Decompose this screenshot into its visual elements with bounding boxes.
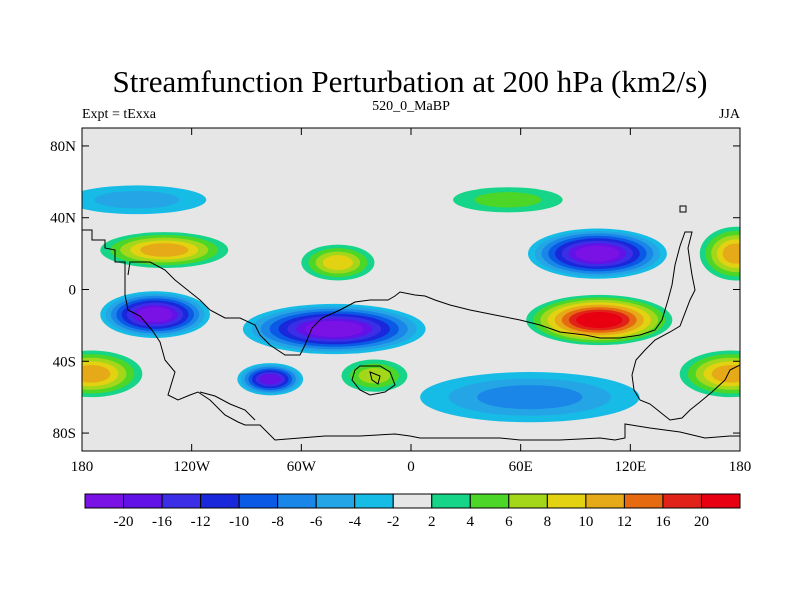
y-tick-label: 40S: [53, 354, 76, 370]
colorbar-label: -16: [152, 514, 172, 530]
anomaly-positive-9: [679, 350, 740, 398]
contour-level: [94, 191, 180, 209]
contour-level: [358, 367, 391, 384]
anomaly-negative-3: [527, 228, 667, 279]
anomaly-positive-11: [301, 244, 375, 281]
anomaly-positive-7: [100, 232, 229, 268]
colorbar-swatch: [123, 493, 163, 509]
center-string: 520_0_MaBP: [372, 99, 450, 114]
colorbar-swatch: [84, 493, 125, 509]
anomaly-positive-13: [453, 187, 563, 213]
colorbar-swatch: [392, 493, 433, 509]
anomaly-positive-12: [341, 359, 408, 392]
colorbar-swatch: [315, 493, 356, 509]
colorbar-label: 8: [544, 514, 552, 530]
contour-field: [82, 185, 740, 423]
y-tick-label: 0: [69, 283, 77, 299]
colorbar-label: -12: [191, 514, 211, 530]
contour-level: [477, 385, 583, 410]
coastline-path: [82, 205, 740, 441]
contour-level: [140, 243, 189, 257]
x-tick-label: 180: [71, 459, 94, 475]
contour-level: [82, 365, 111, 383]
colorbar-swatch: [200, 493, 240, 509]
colorbar-swatch: [662, 493, 702, 509]
x-tick-label: 120E: [614, 459, 646, 475]
colorbar: -20 -16 -12 -10 -8 -6 -4 -2 2 4 6 8 10 12 16 20: [84, 493, 741, 530]
x-tick-label: 60W: [287, 459, 317, 475]
colorbar-swatch: [431, 493, 471, 509]
colorbar-swatch: [623, 493, 664, 509]
colorbar-swatch: [161, 493, 202, 509]
colorbar-swatch: [585, 493, 625, 509]
colorbar-label: 20: [694, 514, 709, 530]
x-tick-label: 0: [407, 459, 415, 475]
contour-level: [711, 365, 740, 383]
y-tick-label: 80N: [50, 139, 76, 155]
chart-title: Streamfunction Perturbation at 200 hPa (…: [113, 64, 708, 99]
contour-level: [576, 312, 623, 328]
colorbar-label: 16: [655, 514, 671, 530]
contour-level: [259, 373, 282, 385]
colorbar-label: 2: [428, 514, 436, 530]
colorbar-label: 12: [617, 514, 632, 530]
colorbar-swatch: [508, 493, 548, 509]
x-tick-label: 180: [729, 459, 752, 475]
colorbar-swatch: [546, 493, 587, 509]
contour-level: [474, 192, 542, 208]
colorbar-swatch: [277, 493, 317, 509]
x-tick-label: 60E: [509, 459, 533, 475]
contour-level: [322, 255, 354, 271]
colorbar-swatch: [354, 493, 394, 509]
colorbar-label: 4: [467, 514, 475, 530]
left-string: Expt = tExxa: [82, 107, 157, 122]
colorbar-label: -10: [229, 514, 249, 530]
contour-level: [137, 307, 173, 323]
colorbar-label: -4: [348, 514, 361, 530]
colorbar-label: 6: [505, 514, 513, 530]
axis-ticks: 180 120W 60W 0 60E 120E 180 80N 40N 0 40S 80S: [50, 128, 751, 475]
colorbar-label: 10: [578, 514, 593, 530]
contour-level: [722, 243, 740, 264]
colorbar-swatch: [469, 493, 510, 509]
colorbar-swatch: [700, 493, 741, 509]
x-tick-label: 120W: [173, 459, 211, 475]
anomaly-negative-5: [82, 185, 207, 215]
right-string: JJA: [719, 107, 741, 122]
plot-background: [82, 128, 740, 451]
colorbar-swatch: [238, 493, 279, 509]
colorbar-label: -8: [271, 514, 284, 530]
colorbar-label: -6: [310, 514, 323, 530]
colorbar-label: -20: [114, 514, 134, 530]
anomaly-negative-4: [420, 372, 640, 423]
anomaly-negative-2: [237, 363, 304, 396]
anomaly-positive-8: [82, 350, 143, 398]
anomaly-negative-1: [242, 303, 426, 355]
contour-level: [305, 321, 364, 337]
contour-level: [575, 245, 620, 262]
colorbar-label: -2: [387, 514, 400, 530]
anomaly-positive-10: [699, 226, 740, 281]
y-tick-label: 80S: [53, 426, 76, 442]
anomaly-negative-0: [100, 291, 210, 338]
y-tick-label: 40N: [50, 211, 76, 227]
